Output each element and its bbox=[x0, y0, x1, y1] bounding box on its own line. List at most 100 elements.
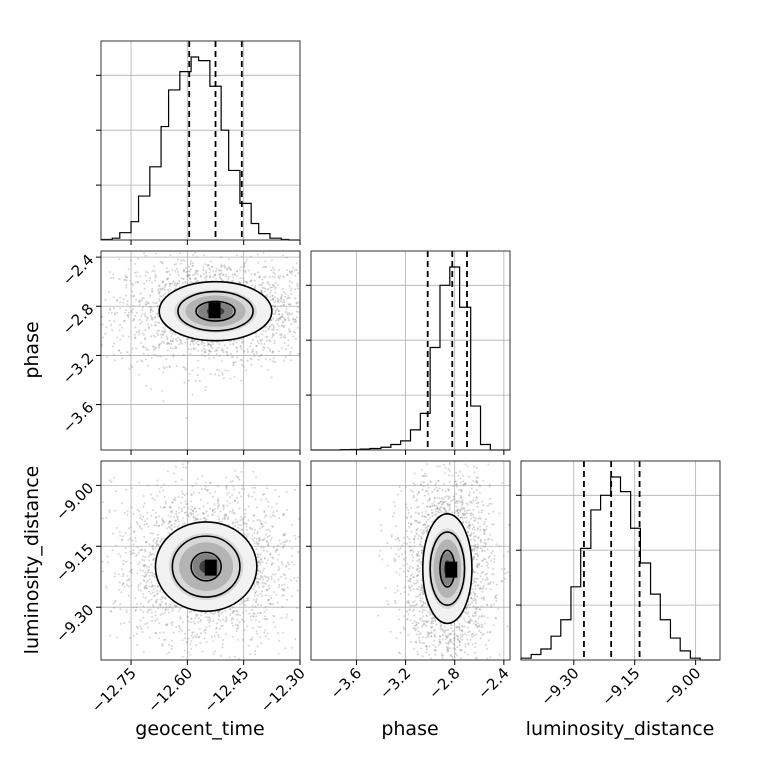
scatter-point bbox=[475, 552, 478, 555]
scatter-point bbox=[263, 276, 266, 279]
scatter-point bbox=[222, 349, 225, 352]
scatter-point bbox=[476, 476, 479, 478]
scatter-point bbox=[183, 259, 186, 262]
scatter-point bbox=[458, 640, 461, 643]
scatter-point bbox=[417, 595, 419, 598]
scatter-point bbox=[265, 589, 268, 592]
scatter-point bbox=[269, 602, 272, 605]
scatter-point bbox=[186, 641, 188, 644]
scatter-point bbox=[261, 526, 264, 529]
scatter-point bbox=[274, 282, 277, 285]
scatter-point bbox=[136, 508, 139, 511]
scatter-point bbox=[190, 512, 193, 515]
scatter-point bbox=[475, 466, 478, 469]
scatter-point bbox=[246, 597, 249, 600]
scatter-point bbox=[111, 549, 114, 552]
scatter-point bbox=[223, 264, 226, 267]
scatter-point bbox=[229, 502, 232, 505]
scatter-point bbox=[134, 336, 137, 339]
scatter-point bbox=[148, 566, 151, 569]
scatter-point bbox=[149, 553, 151, 556]
scatter-point bbox=[178, 282, 181, 285]
scatter-point bbox=[240, 516, 242, 518]
scatter-point bbox=[439, 509, 442, 512]
scatter-point bbox=[161, 517, 164, 520]
scatter-point bbox=[253, 542, 256, 545]
scatter-point bbox=[213, 650, 216, 653]
scatter-point bbox=[290, 272, 293, 275]
scatter-point bbox=[139, 275, 142, 278]
scatter-point bbox=[269, 350, 271, 352]
scatter-point bbox=[201, 349, 204, 352]
scatter-point bbox=[194, 269, 197, 272]
scatter-point bbox=[117, 588, 120, 591]
scatter-point bbox=[155, 346, 158, 349]
scatter-point bbox=[204, 519, 207, 522]
scatter-point bbox=[417, 653, 420, 656]
scatter-point bbox=[132, 308, 134, 311]
scatter-point bbox=[237, 523, 240, 526]
scatter-point bbox=[188, 610, 191, 613]
scatter-point bbox=[150, 611, 153, 614]
scatter-point bbox=[256, 340, 259, 343]
scatter-point bbox=[157, 334, 159, 336]
scatter-point bbox=[165, 335, 168, 338]
scatter-point bbox=[420, 537, 423, 540]
scatter-point bbox=[266, 618, 269, 621]
scatter-point bbox=[281, 584, 284, 586]
scatter-point bbox=[282, 514, 285, 517]
scatter-point bbox=[141, 332, 144, 335]
scatter-point bbox=[455, 483, 458, 485]
scatter-point bbox=[267, 584, 270, 587]
scatter-point bbox=[255, 333, 258, 335]
scatter-point bbox=[155, 600, 158, 603]
scatter-point bbox=[217, 515, 220, 518]
scatter-point bbox=[282, 513, 284, 516]
scatter-point bbox=[474, 642, 477, 645]
scatter-point bbox=[171, 608, 174, 611]
scatter-point bbox=[247, 596, 250, 599]
scatter-point bbox=[122, 582, 125, 585]
scatter-point bbox=[420, 579, 423, 582]
scatter-point bbox=[425, 521, 428, 523]
scatter-point bbox=[256, 577, 259, 580]
scatter-point bbox=[238, 603, 241, 606]
scatter-point bbox=[180, 501, 183, 504]
scatter-point bbox=[398, 573, 401, 576]
scatter-point bbox=[203, 345, 206, 348]
scatter-point bbox=[257, 612, 259, 615]
scatter-point bbox=[277, 298, 280, 301]
scatter-point bbox=[172, 280, 175, 283]
scatter-point bbox=[122, 582, 125, 585]
scatter-point bbox=[252, 615, 255, 617]
scatter-point bbox=[268, 534, 271, 537]
scatter-point bbox=[156, 618, 159, 621]
scatter-point bbox=[278, 584, 281, 586]
scatter-point bbox=[220, 520, 223, 523]
scatter-point bbox=[236, 350, 239, 353]
scatter-point bbox=[151, 604, 154, 606]
scatter-point bbox=[122, 301, 125, 304]
scatter-point bbox=[134, 597, 137, 600]
scatter-point bbox=[284, 336, 287, 339]
scatter-point bbox=[256, 556, 259, 559]
scatter-point bbox=[262, 330, 265, 333]
scatter-point bbox=[204, 632, 207, 634]
scatter-point bbox=[280, 295, 283, 298]
scatter-point bbox=[421, 502, 424, 505]
scatter-point bbox=[161, 612, 164, 615]
scatter-point bbox=[208, 617, 211, 620]
scatter-point bbox=[254, 498, 257, 501]
scatter-point bbox=[149, 294, 152, 297]
scatter-point bbox=[205, 510, 208, 513]
scatter-point bbox=[225, 513, 228, 516]
scatter-point bbox=[430, 631, 432, 634]
scatter-point bbox=[240, 266, 243, 269]
scatter-point bbox=[150, 316, 153, 319]
scatter-point bbox=[425, 526, 428, 529]
scatter-point bbox=[264, 582, 267, 585]
scatter-point bbox=[379, 524, 382, 527]
scatter-point bbox=[102, 517, 105, 520]
scatter-point bbox=[282, 326, 285, 329]
scatter-point bbox=[446, 635, 449, 638]
